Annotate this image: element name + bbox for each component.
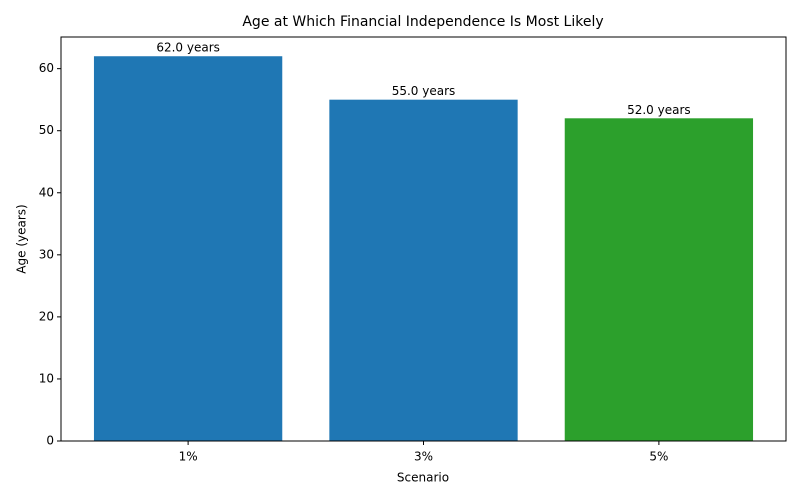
value-label: 52.0 years bbox=[627, 103, 691, 117]
value-label: 55.0 years bbox=[392, 84, 456, 98]
x-tick-label: 1% bbox=[179, 450, 198, 464]
y-tick-label: 30 bbox=[39, 247, 54, 261]
y-tick-label: 60 bbox=[39, 61, 54, 75]
x-tick-label: 3% bbox=[414, 450, 433, 464]
bar bbox=[564, 118, 754, 441]
y-tick-label: 10 bbox=[39, 371, 54, 385]
bar bbox=[93, 56, 283, 441]
y-tick-label: 50 bbox=[39, 123, 54, 137]
value-label: 62.0 years bbox=[156, 41, 220, 55]
y-tick-label: 20 bbox=[39, 309, 54, 323]
plot-frame bbox=[60, 36, 787, 442]
y-axis-label: Age (years) bbox=[15, 204, 29, 273]
chart-title: Age at Which Financial Independence Is M… bbox=[242, 14, 603, 30]
x-axis-label: Scenario bbox=[397, 471, 449, 485]
bar bbox=[329, 99, 518, 441]
y-tick-label: 0 bbox=[46, 434, 54, 448]
x-tick-label: 5% bbox=[649, 450, 668, 464]
y-tick-label: 40 bbox=[39, 185, 54, 199]
